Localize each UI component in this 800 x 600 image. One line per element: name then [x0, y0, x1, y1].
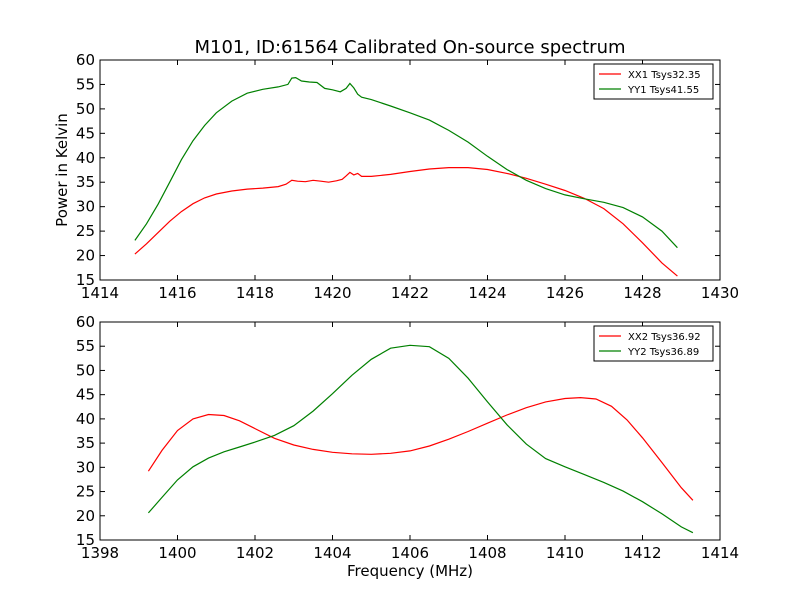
x-tick-label: 1418: [236, 284, 274, 302]
y-tick-label: 60: [76, 313, 95, 331]
x-axis-label: Frequency (MHz): [347, 562, 473, 580]
y-tick-label: 25: [76, 222, 95, 240]
y-tick-label: 50: [76, 100, 95, 118]
y-tick-label: 35: [76, 173, 95, 191]
y-tick-label: 60: [76, 51, 95, 69]
series-line-yy1: [134, 76, 678, 249]
legend: XX1 Tsys32.35 YY1 Tsys41.55: [593, 63, 714, 100]
y-tick-label: 15: [76, 531, 95, 549]
chart-title: M101, ID:61564 Calibrated On-source spec…: [194, 37, 625, 58]
x-tick-label: 1398: [81, 544, 119, 562]
x-tick-label: 1404: [313, 544, 351, 562]
y-tick-label: 25: [76, 483, 95, 501]
x-tick-label: 1414: [81, 284, 119, 302]
x-tick-label: 1420: [313, 284, 351, 302]
x-tick-label: 1406: [391, 544, 429, 562]
y-tick-label: 20: [76, 247, 95, 265]
y-tick-label: 45: [76, 124, 95, 142]
x-tick-label: 1426: [546, 284, 584, 302]
legend-label: XX1 Tsys32.35: [628, 70, 701, 81]
x-tick-label: 1430: [701, 284, 739, 302]
series-line-xx1: [134, 167, 678, 277]
y-tick-label: 40: [76, 410, 95, 428]
y-tick-label: 55: [76, 75, 95, 93]
x-tick-label: 1400: [158, 544, 196, 562]
legend: XX2 Tsys36.92 YY2 Tsys36.89: [593, 325, 714, 362]
y-tick-label: 40: [76, 149, 95, 167]
series-line-yy2: [147, 344, 694, 534]
y-axis-label: Power in Kelvin: [53, 113, 71, 227]
x-tick-label: 1416: [158, 284, 196, 302]
bottom-spectrum-plot: 1398 1400 1402 1404 1406 1408 1410 1412 1414 15 20…: [76, 313, 739, 580]
y-tick-label: 45: [76, 386, 95, 404]
y-tick-label: 20: [76, 507, 95, 525]
x-tick-label: 1428: [623, 284, 661, 302]
x-tick-label: 1410: [546, 544, 584, 562]
legend-box: [593, 325, 714, 362]
y-tick-label: 15: [76, 271, 95, 289]
legend-label: YY2 Tsys36.89: [627, 347, 699, 358]
legend-label: XX2 Tsys36.92: [628, 332, 701, 343]
y-tick-label: 30: [76, 198, 95, 216]
legend-box: [593, 63, 714, 100]
y-tick-label: 55: [76, 337, 95, 355]
x-tick-label: 1424: [468, 284, 506, 302]
y-tick-label: 50: [76, 361, 95, 379]
x-tick-label: 1412: [623, 544, 661, 562]
x-tick-label: 1402: [236, 544, 274, 562]
y-tick-label: 30: [76, 458, 95, 476]
top-spectrum-plot: 1414 1416 1418 1420 1422 1424 1426 1428 1430 15 20…: [53, 51, 739, 302]
series-line-xx2: [147, 396, 694, 501]
x-tick-label: 1408: [468, 544, 506, 562]
x-tick-label: 1422: [391, 284, 429, 302]
y-tick-label: 35: [76, 434, 95, 452]
x-tick-label: 1414: [701, 544, 739, 562]
legend-label: YY1 Tsys41.55: [627, 85, 699, 96]
